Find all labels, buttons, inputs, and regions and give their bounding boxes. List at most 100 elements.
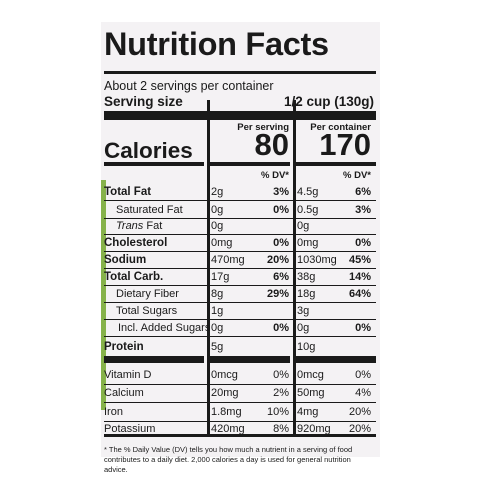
dv-per-serving: 20% [266, 254, 289, 266]
servings-per-container: About 2 servings per container [104, 79, 274, 93]
nutrient-row: Cholesterol 0mg 0% 0mg 0% [104, 236, 376, 253]
amount-per-container: 4mg [297, 406, 319, 418]
amount-per-serving: 0mg [211, 237, 233, 249]
nutrient-label: Iron [104, 406, 123, 418]
dv-per-serving: 10% [266, 406, 289, 418]
amount-per-serving: 17g [211, 271, 230, 283]
dv-per-container: 6% [355, 186, 371, 198]
calories-per-container: 170 [319, 127, 371, 162]
vitamin-row: Calcium 20mg 2% 50mg 4% [104, 386, 376, 403]
amount-per-container: 1030mg [297, 254, 337, 266]
per-serving-header: Per serving [237, 122, 289, 133]
per-container-header: Per container [310, 122, 371, 133]
dv-per-container: 14% [348, 271, 371, 283]
protein-rule-right [296, 356, 376, 363]
amount-per-container: 38g [297, 271, 316, 283]
nutrient-label: Trans Fat [116, 220, 163, 232]
calories-rule-mid [210, 162, 290, 166]
dv-per-container: 4% [355, 387, 371, 399]
bottom-rule [104, 434, 376, 437]
calories-label: Calories [104, 138, 193, 163]
nutrient-label: Protein [104, 341, 144, 353]
row-separator [104, 302, 376, 303]
amount-per-serving: 0g [211, 220, 224, 232]
vitamin-row: Vitamin D 0mcg 0% 0mcg 0% [104, 368, 376, 385]
nutrient-row: Total Fat 2g 3% 4.5g 6% [104, 185, 376, 202]
row-separator [104, 285, 376, 286]
amount-per-serving: 0mcg [211, 369, 238, 381]
dv-per-container: 64% [348, 288, 371, 300]
amount-per-container: 920mg [297, 423, 331, 435]
amount-per-serving: 5g [211, 341, 224, 353]
amount-per-serving: 1g [211, 305, 224, 317]
nutrient-label: Sodium [104, 254, 147, 266]
calories-per-serving: 80 [254, 127, 289, 162]
row-separator [104, 319, 376, 320]
row-separator [104, 200, 376, 201]
row-separator [104, 218, 376, 219]
dv-per-serving: 29% [266, 288, 289, 300]
row-separator [104, 234, 376, 235]
nutrient-row: Saturated Fat 0g 0% 0.5g 3% [104, 203, 376, 220]
nutrient-label: Total Fat [104, 186, 152, 198]
dv-per-serving: 0% [273, 237, 289, 249]
amount-per-serving: 8g [211, 288, 224, 300]
serving-size-label: Serving size [104, 94, 183, 109]
dv-per-serving: 8% [273, 423, 289, 435]
nutrient-label: Dietary Fiber [116, 288, 179, 300]
footnote: * The % Daily Value (DV) tells you how m… [104, 445, 353, 474]
row-separator [104, 421, 376, 422]
nutrient-label: Potassium [104, 423, 156, 435]
title-rule [104, 71, 376, 74]
nutrient-label: Incl. Added Sugars [118, 322, 211, 334]
nutrient-label: Vitamin D [104, 369, 152, 381]
protein-rule-left [104, 356, 204, 363]
amount-per-container: 0.5g [297, 204, 319, 216]
amount-per-container: 3g [297, 305, 310, 317]
amount-per-container: 0g [297, 322, 310, 334]
nutrient-row: Total Sugars 1g 3g [104, 304, 376, 321]
dv-per-serving: 0% [273, 322, 289, 334]
serving-rule-thick [104, 111, 376, 120]
nutrient-label: Cholesterol [104, 237, 168, 249]
row-separator [104, 402, 376, 403]
vitamin-row: Potassium 420mg 8% 920mg 20% [104, 422, 376, 439]
amount-per-container: 10g [297, 341, 316, 353]
nutrient-row: Incl. Added Sugars 0g 0% 0g 0% [104, 321, 376, 338]
calories-rule-right [296, 162, 376, 166]
amount-per-serving: 420mg [211, 423, 245, 435]
amount-per-container: 0mg [297, 237, 319, 249]
dv-per-container: 0% [355, 369, 371, 381]
protein-rule-mid [210, 356, 290, 363]
dv-per-container: 45% [348, 254, 371, 266]
dv-per-container: 20% [348, 406, 371, 418]
calories-rule-left [104, 162, 204, 166]
amount-per-container: 18g [297, 288, 316, 300]
row-separator [104, 336, 376, 337]
dv-per-container: 0% [355, 237, 371, 249]
dv-per-serving: 6% [273, 271, 289, 283]
column-divider-1 [207, 100, 210, 435]
amount-per-container: 4.5g [297, 186, 319, 198]
dv-per-serving: 0% [273, 369, 289, 381]
nutrient-row: Sodium 470mg 20% 1030mg 45% [104, 253, 376, 270]
dv-header-container: % DV* [343, 170, 371, 181]
nutrient-label: Total Carb. [104, 271, 164, 283]
package-green-stripe [101, 180, 106, 410]
dv-per-serving: 0% [273, 204, 289, 216]
dv-per-container: 3% [355, 204, 371, 216]
serving-size-value: 1/2 cup (130g) [283, 94, 374, 109]
amount-per-serving: 470mg [211, 254, 245, 266]
amount-per-container: 50mg [297, 387, 325, 399]
nutrient-row: Trans Fat 0g 0g [104, 219, 376, 236]
vitamin-row: Iron 1.8mg 10% 4mg 20% [104, 405, 376, 422]
nutrient-row: Protein 5g 10g [104, 340, 376, 357]
nutrition-facts-panel: Nutrition Facts About 2 servings per con… [104, 22, 376, 474]
nutrient-label: Total Sugars [116, 305, 178, 317]
nutrient-row: Dietary Fiber 8g 29% 18g 64% [104, 287, 376, 304]
amount-per-container: 0g [297, 220, 310, 232]
row-separator [104, 268, 376, 269]
nutrient-label: Saturated Fat [116, 204, 183, 216]
row-separator [104, 384, 376, 385]
nutrient-row: Total Carb. 17g 6% 38g 14% [104, 270, 376, 287]
